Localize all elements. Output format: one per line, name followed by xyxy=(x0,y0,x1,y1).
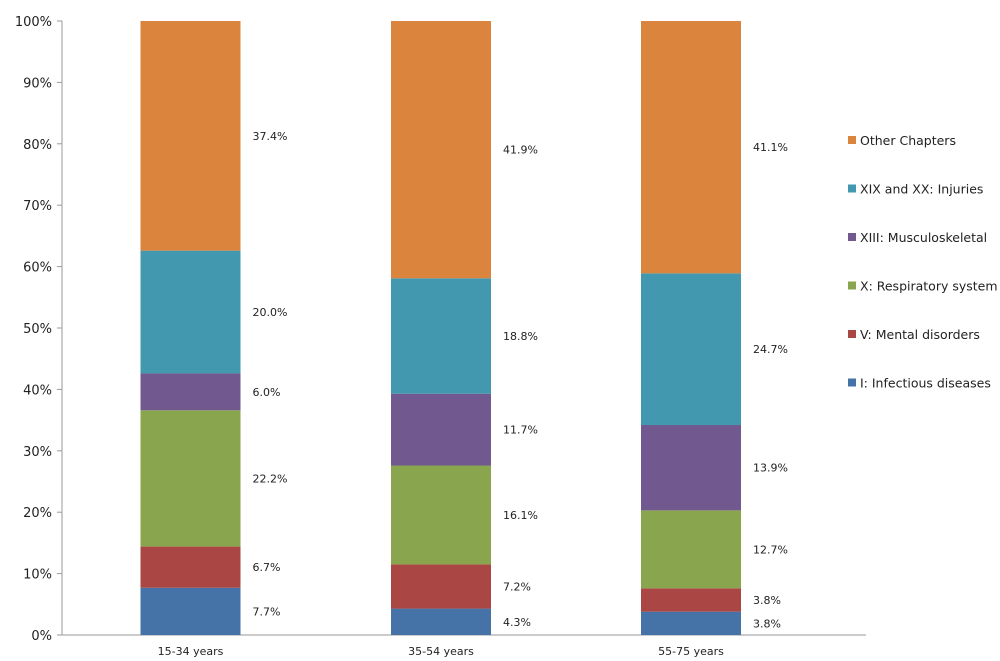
data-label: 41.1% xyxy=(753,141,788,154)
y-tick-label: 50% xyxy=(23,322,52,337)
data-label: 13.9% xyxy=(753,462,788,475)
data-label: 3.8% xyxy=(753,617,781,630)
bar-segment xyxy=(391,608,491,635)
bar-segment xyxy=(391,278,491,394)
bar-segment xyxy=(140,410,241,547)
bar-segment xyxy=(641,21,741,274)
y-tick-label: 0% xyxy=(31,629,52,644)
legend-label: X: Respiratory system xyxy=(860,279,998,294)
legend-swatch xyxy=(848,281,856,290)
bar-segment xyxy=(140,250,241,374)
legend-label: I: Infectious diseases xyxy=(860,376,991,391)
bar-segment xyxy=(391,393,491,466)
y-tick-label: 70% xyxy=(23,199,52,214)
y-tick-label: 80% xyxy=(23,138,52,153)
data-label: 12.7% xyxy=(753,543,788,556)
data-label: 3.8% xyxy=(753,594,781,607)
bar-segment xyxy=(140,587,241,635)
bar-segment xyxy=(641,273,741,426)
y-tick-label: 90% xyxy=(23,76,52,91)
bar-segment xyxy=(391,465,491,565)
y-tick-label: 30% xyxy=(23,445,52,460)
data-label: 7.7% xyxy=(253,605,281,618)
data-label: 16.1% xyxy=(503,509,538,522)
legend-label: XIII: Musculoskeletal xyxy=(860,230,987,245)
legend-swatch xyxy=(848,330,856,338)
data-label: 41.9% xyxy=(503,144,538,157)
data-label: 11.7% xyxy=(503,424,538,437)
y-tick-label: 20% xyxy=(23,506,52,521)
y-tick-label: 100% xyxy=(15,15,52,30)
bar-segment xyxy=(140,373,241,411)
data-label: 20.0% xyxy=(253,306,288,319)
bar-segment xyxy=(641,588,741,612)
data-label: 7.2% xyxy=(503,580,531,593)
legend-label: Other Chapters xyxy=(860,133,956,148)
bar-segment xyxy=(391,564,491,609)
x-category-label: 55-75 years xyxy=(658,645,724,658)
data-label: 22.2% xyxy=(253,472,288,485)
bar-segment xyxy=(641,510,741,589)
bar-segment xyxy=(391,21,491,279)
bar-segment xyxy=(641,425,741,511)
x-category-label: 15-34 years xyxy=(158,645,224,658)
legend-swatch xyxy=(848,184,856,193)
data-label: 6.0% xyxy=(253,386,281,399)
data-label: 6.7% xyxy=(253,561,281,574)
bar-segment xyxy=(140,21,241,251)
legend-label: V: Mental disorders xyxy=(860,327,980,342)
y-tick-label: 10% xyxy=(23,568,52,583)
bar-segment xyxy=(641,611,741,635)
data-label: 4.3% xyxy=(503,616,531,629)
y-tick-label: 60% xyxy=(23,261,52,276)
bar-segment xyxy=(140,546,241,588)
legend-swatch xyxy=(848,233,856,241)
y-tick-label: 40% xyxy=(23,383,52,398)
legend-swatch xyxy=(848,378,856,387)
legend-swatch xyxy=(848,136,856,144)
data-label: 37.4% xyxy=(253,130,288,143)
legend-label: XIX and XX: Injuries xyxy=(860,182,983,197)
data-label: 18.8% xyxy=(503,330,538,343)
x-category-label: 35-54 years xyxy=(408,645,474,658)
data-label: 24.7% xyxy=(753,343,788,356)
